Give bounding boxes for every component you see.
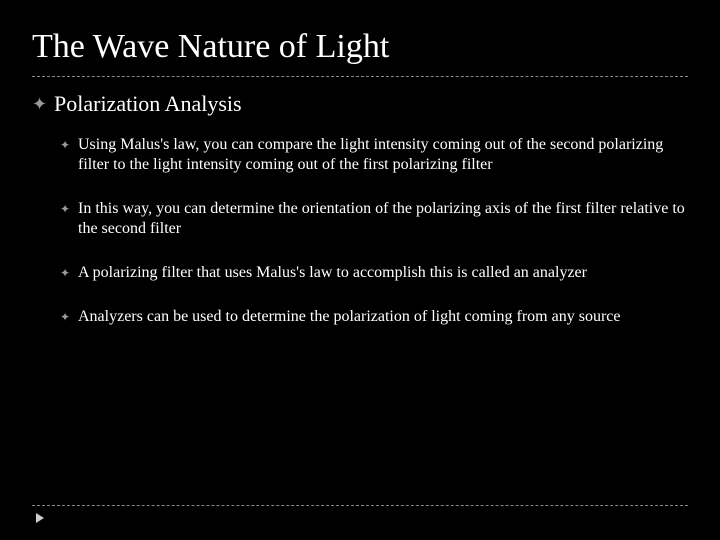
- list-item-text: Analyzers can be used to determine the p…: [78, 307, 620, 327]
- bullet-glyph-icon: ✦: [60, 263, 78, 283]
- bullet-glyph-icon: ✦: [60, 307, 78, 327]
- bullet-glyph-icon: ✦: [60, 199, 78, 219]
- bullet-glyph-icon: ✦: [32, 91, 54, 117]
- list-item-text: Using Malus's law, you can compare the l…: [78, 135, 688, 175]
- divider-bottom: [32, 505, 688, 506]
- next-slide-marker-icon: [34, 512, 46, 524]
- divider-top: [32, 76, 688, 77]
- list-item-text: A polarizing filter that uses Malus's la…: [78, 263, 587, 283]
- subtitle-row: ✦ Polarization Analysis: [32, 91, 688, 117]
- list-item: ✦ Analyzers can be used to determine the…: [60, 307, 688, 327]
- list-item: ✦ Using Malus's law, you can compare the…: [60, 135, 688, 175]
- list-item: ✦ In this way, you can determine the ori…: [60, 199, 688, 239]
- bullet-glyph-icon: ✦: [60, 135, 78, 155]
- list-item-text: In this way, you can determine the orien…: [78, 199, 688, 239]
- subtitle-text: Polarization Analysis: [54, 91, 242, 117]
- list-item: ✦ A polarizing filter that uses Malus's …: [60, 263, 688, 283]
- slide-title: The Wave Nature of Light: [32, 28, 688, 66]
